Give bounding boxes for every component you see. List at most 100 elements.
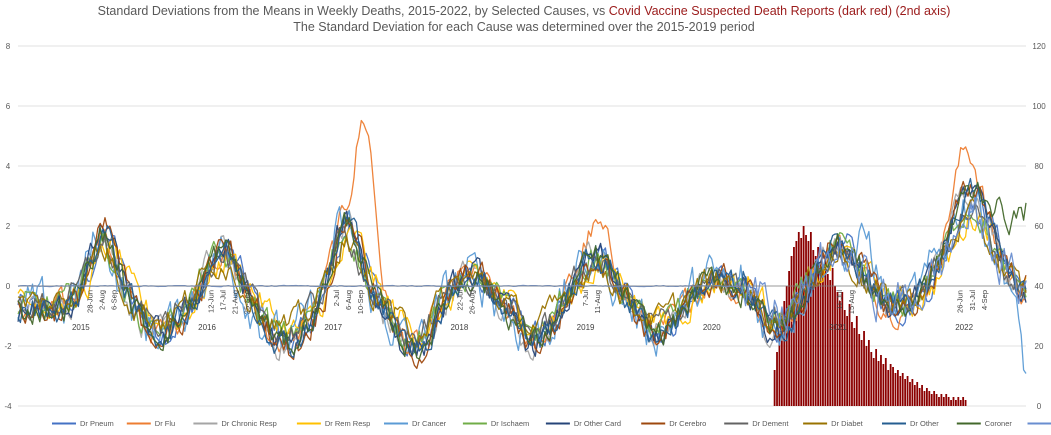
x-year-label: 2015 xyxy=(72,323,90,332)
x-year-label: 2016 xyxy=(198,323,216,332)
y2-tick-label: 120 xyxy=(1032,42,1046,51)
vaccine-bar xyxy=(954,400,957,406)
y-tick-label: 2 xyxy=(6,222,11,231)
legend-label: Dr Cancer xyxy=(412,419,447,428)
vaccine-bar xyxy=(826,274,829,406)
svg-text:Standard Deviations from the M: Standard Deviations from the Means in We… xyxy=(98,4,951,18)
legend-label: Dr Other xyxy=(910,419,939,428)
legend-label: Dr Diabet xyxy=(831,419,864,428)
y-axis-right: 0 20 40 60 80 100 120 xyxy=(1032,42,1046,411)
legend-label: Coroner xyxy=(985,419,1013,428)
vaccine-bar xyxy=(933,391,936,406)
vaccine-bar xyxy=(935,394,938,406)
vaccine-bar xyxy=(795,241,798,406)
vaccine-bar xyxy=(824,256,827,406)
x-year-label: 2019 xyxy=(577,323,595,332)
vaccine-bar xyxy=(887,370,890,406)
series-lines xyxy=(17,119,1027,374)
vaccine-bar xyxy=(928,391,931,406)
y-tick-label: -2 xyxy=(4,342,12,351)
y-axis-left: -4 -2 0 2 4 6 8 xyxy=(4,42,12,411)
vaccine-bar xyxy=(872,358,875,406)
vaccine-bar xyxy=(945,394,948,406)
vaccine-bar xyxy=(829,280,832,406)
vaccine-bar xyxy=(831,268,834,406)
vaccine-bar xyxy=(780,316,783,406)
gridlines xyxy=(18,45,1026,407)
x-date-label: 11-Aug xyxy=(593,290,602,314)
legend-label: Dr Rem Resp xyxy=(325,419,370,428)
y-tick-label: 8 xyxy=(6,42,11,51)
y-tick-label: 4 xyxy=(6,162,11,171)
x-date-label: 6-Aug xyxy=(344,290,353,310)
vaccine-bar xyxy=(860,340,863,406)
vaccine-bar xyxy=(913,385,916,406)
vaccine-bar xyxy=(814,256,817,406)
legend-item: Dr Other xyxy=(882,419,939,428)
x-year-label: 2017 xyxy=(324,323,342,332)
y-tick-label: 0 xyxy=(6,282,11,291)
vaccine-bar xyxy=(964,400,967,406)
y2-tick-label: 40 xyxy=(1035,282,1044,291)
legend-label: Dr Ischaem xyxy=(491,419,529,428)
vaccine-bar xyxy=(819,262,822,406)
legend-item: Dr Pneum xyxy=(52,419,114,428)
legend-label: Dr Flu xyxy=(155,419,175,428)
vaccine-bar xyxy=(906,376,909,406)
vaccine-bar xyxy=(788,271,791,406)
chart-subtitle: The Standard Deviation for each Cause wa… xyxy=(293,20,754,34)
vaccine-bar xyxy=(957,397,960,406)
vaccine-bar xyxy=(797,232,800,406)
vaccine-bar xyxy=(867,340,870,406)
vaccine-bar xyxy=(940,394,943,406)
vaccine-bar xyxy=(904,379,907,406)
x-date-label: 11-Jul xyxy=(835,290,844,310)
vaccine-bar xyxy=(911,379,914,406)
x-date-label: 15-Aug xyxy=(847,290,856,314)
vaccine-bar xyxy=(962,397,965,406)
vaccine-bar xyxy=(836,292,839,406)
vaccine-bar xyxy=(855,316,858,406)
y-tick-label: 6 xyxy=(6,102,11,111)
legend-item: Dr Rem Resp xyxy=(296,419,370,428)
x-axis-labels: 28-Jun 2-Aug 6-Sep 12-Jun 17-Jul 21-Aug 25-Sep… xyxy=(72,290,989,332)
x-year-label: 2022 xyxy=(955,323,973,332)
vaccine-bar xyxy=(870,352,873,406)
legend-item: Dr Cerebro xyxy=(641,419,706,428)
x-date-label: 31-Jul xyxy=(968,290,977,311)
legend-label: Dr Pneum xyxy=(80,419,114,428)
vaccine-bar xyxy=(950,400,952,406)
legend-item: Dr Covid xyxy=(1027,422,1051,425)
vaccine-bar xyxy=(778,331,781,406)
vaccine-bar xyxy=(773,370,776,406)
y2-tick-label: 0 xyxy=(1037,402,1042,411)
series-line-dr-covid xyxy=(17,197,1027,332)
x-year-label: 2021 xyxy=(829,323,847,332)
vaccine-bar xyxy=(899,376,902,406)
vaccine-bar xyxy=(877,361,880,406)
vaccine-bar xyxy=(809,232,812,406)
x-date-label: 22-Jul xyxy=(455,290,464,311)
vaccine-bar xyxy=(923,391,926,406)
vaccine-bar xyxy=(882,364,885,406)
vaccine-bar xyxy=(892,367,894,406)
x-date-label: 10-Sep xyxy=(356,290,365,314)
legend-item: Dr Dement xyxy=(724,419,789,428)
legend-label: Dr Other Card xyxy=(574,419,621,428)
y2-tick-label: 80 xyxy=(1035,162,1044,171)
y2-tick-label: 20 xyxy=(1035,342,1044,351)
vaccine-bar xyxy=(846,316,849,406)
x-date-label: 6-Sep xyxy=(110,290,119,310)
vaccine-bar xyxy=(776,352,778,406)
vaccine-bar xyxy=(930,394,933,406)
vaccine-bar xyxy=(838,301,841,406)
title-highlight: Covid Vaccine Suspected Death Reports (d… xyxy=(609,4,951,18)
x-date-label: 12-Jun xyxy=(206,290,215,313)
vaccine-bar xyxy=(848,304,851,406)
vaccine-bar xyxy=(843,310,846,406)
vaccine-bar xyxy=(894,373,897,406)
vaccine-bar xyxy=(896,370,899,406)
vaccine-bar xyxy=(785,286,788,406)
vaccine-bar xyxy=(863,331,865,406)
vaccine-bar xyxy=(938,397,940,406)
